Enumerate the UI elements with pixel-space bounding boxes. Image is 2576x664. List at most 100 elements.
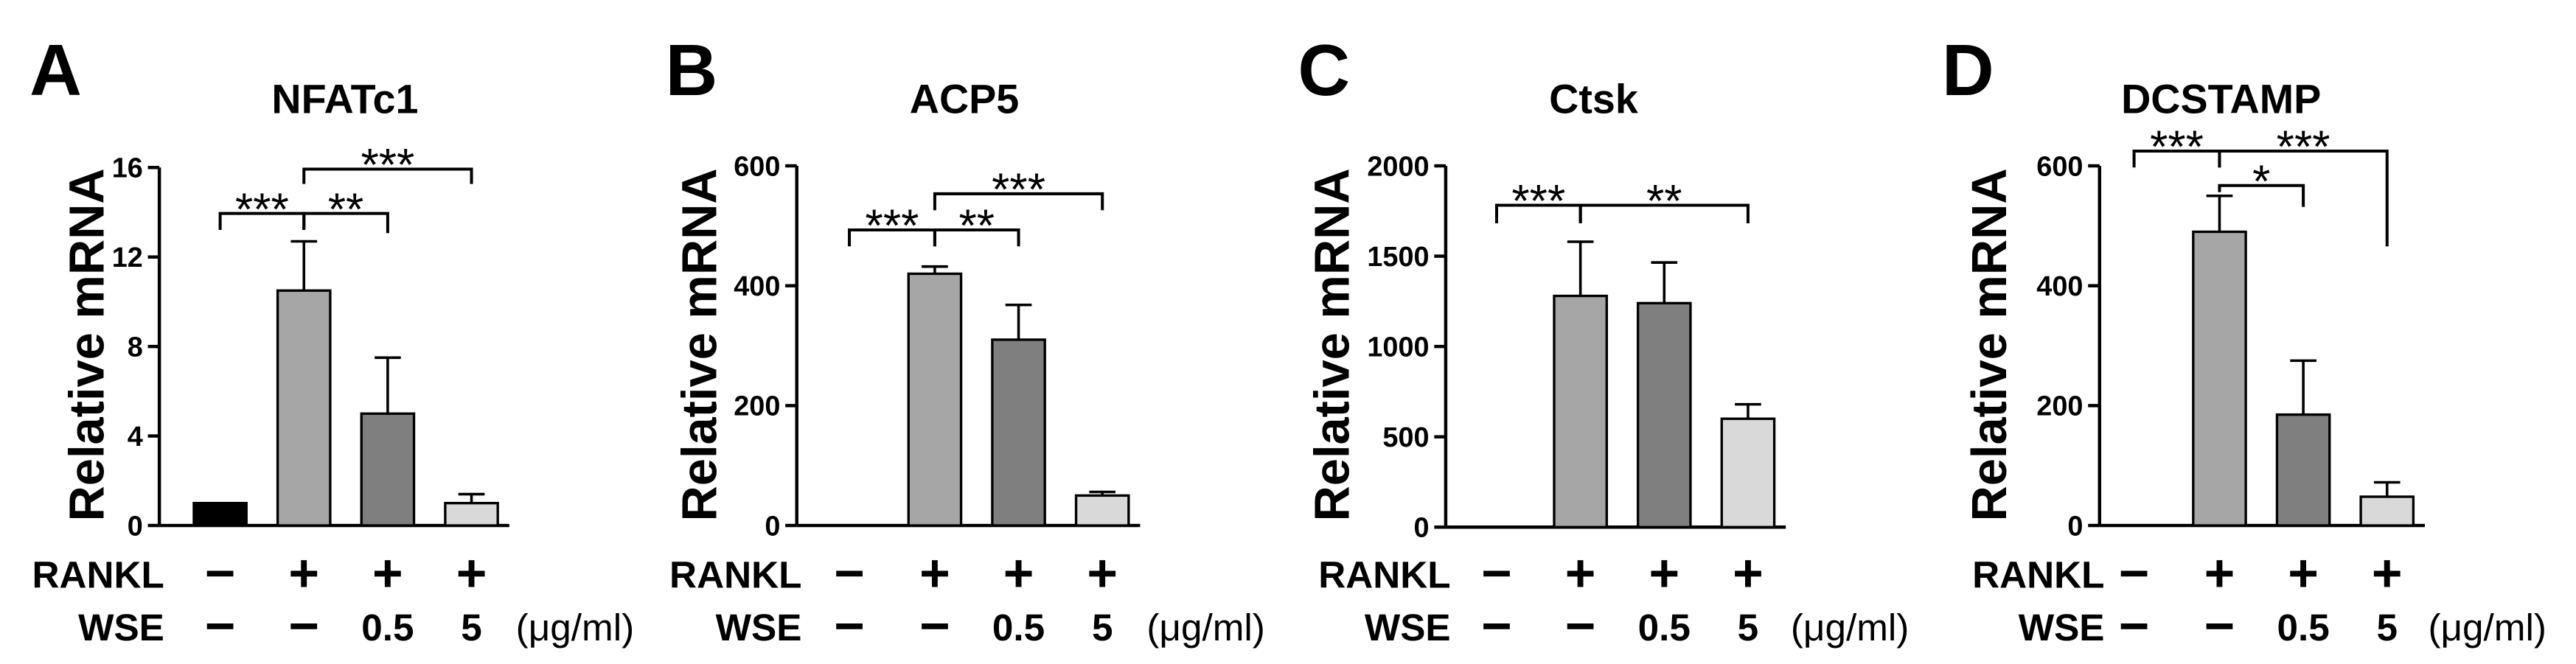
y-tick-label: 0 <box>1414 513 1430 544</box>
bar <box>991 338 1046 527</box>
dose-value: 0.5 <box>2277 607 2329 649</box>
y-tick-label: 16 <box>112 153 143 184</box>
y-axis-label: Relative mRNA <box>1304 168 1360 521</box>
significance-label: *** <box>992 165 1045 216</box>
plus-sign: + <box>372 544 403 603</box>
plus-sign: + <box>919 544 950 603</box>
y-tick-label: 8 <box>128 332 143 363</box>
minus-sign: − <box>288 596 319 655</box>
dose-value: 0.5 <box>1638 607 1691 649</box>
dose-value: 0.5 <box>361 607 414 649</box>
dose-value: 5 <box>1092 607 1113 649</box>
significance-bracket <box>2218 184 2305 207</box>
y-tick-label: 1000 <box>1367 332 1429 363</box>
y-tick-label: 600 <box>2036 151 2083 182</box>
dose-value: 5 <box>2376 607 2398 649</box>
plus-sign: + <box>2204 544 2235 603</box>
chart-title: Ctsk <box>1549 77 1639 122</box>
condition-label-wse: WSE <box>716 607 802 649</box>
plus-sign: + <box>456 544 487 603</box>
bar <box>276 289 332 527</box>
y-axis-label: Relative mRNA <box>59 168 114 521</box>
significance-bracket <box>1578 203 1750 224</box>
chart-title: DCSTAMP <box>2121 77 2321 122</box>
chart-title: NFATc1 <box>271 77 418 122</box>
y-tick-label: 1500 <box>1367 242 1429 273</box>
condition-label-wse: WSE <box>2019 607 2105 649</box>
significance-label: *** <box>361 140 414 191</box>
condition-label-rankl: RANKL <box>32 554 164 596</box>
panel-letter: B <box>665 29 717 111</box>
y-tick-label: 0 <box>2067 511 2083 542</box>
significance-label: * <box>2252 156 2270 207</box>
bar <box>1074 494 1130 527</box>
panel-letter: D <box>1942 29 1994 111</box>
bar <box>1720 417 1776 528</box>
y-tick-label: 500 <box>1382 422 1429 453</box>
bar <box>2192 230 2247 527</box>
y-tick-label: 400 <box>734 271 780 302</box>
y-tick-label: 400 <box>2036 271 2083 302</box>
minus-sign: − <box>205 544 236 603</box>
minus-sign: − <box>1565 596 1596 655</box>
bar <box>1636 301 1692 528</box>
dose-value: 5 <box>461 607 482 649</box>
y-tick-label: 200 <box>2036 391 2083 422</box>
bar <box>1553 294 1608 528</box>
minus-sign: − <box>834 544 865 603</box>
y-axis-label: Relative mRNA <box>1962 168 2017 521</box>
significance-label: ** <box>328 184 364 235</box>
plus-sign: + <box>1649 544 1679 603</box>
unit-label: (μg/ml) <box>1146 607 1264 649</box>
condition-label-wse: WSE <box>78 607 164 649</box>
minus-sign: − <box>1481 544 1512 603</box>
condition-label-rankl: RANKL <box>669 554 801 596</box>
plus-sign: + <box>1733 544 1764 603</box>
bar <box>907 272 963 527</box>
significance-bracket <box>302 212 389 234</box>
y-tick-label: 600 <box>734 151 780 182</box>
significance-label: *** <box>2150 122 2204 173</box>
significance-label: *** <box>866 201 919 252</box>
minus-sign: − <box>2119 596 2150 655</box>
dose-value: 5 <box>1738 607 1759 649</box>
minus-sign: − <box>919 596 950 655</box>
plus-sign: + <box>288 544 319 603</box>
minus-sign: − <box>2204 596 2235 655</box>
panel-letter: A <box>29 29 82 111</box>
y-tick-label: 0 <box>128 511 143 542</box>
significance-label: *** <box>235 184 289 235</box>
bar <box>2275 413 2331 527</box>
y-tick-label: 4 <box>128 422 143 452</box>
condition-label-rankl: RANKL <box>1972 554 2104 596</box>
y-tick-label: 200 <box>734 391 780 422</box>
dose-value: 0.5 <box>992 607 1045 649</box>
panel-letter: C <box>1298 29 1350 111</box>
minus-sign: − <box>1481 596 1512 655</box>
chart-title: ACP5 <box>910 77 1020 122</box>
bar <box>192 502 248 527</box>
plus-sign: + <box>1565 544 1596 603</box>
plus-sign: + <box>1003 544 1034 603</box>
bar <box>360 412 416 527</box>
plus-sign: + <box>1087 544 1118 603</box>
significance-label: *** <box>2277 122 2330 173</box>
y-tick-label: 0 <box>765 511 780 542</box>
unit-label: (μg/ml) <box>1791 607 1909 649</box>
unit-label: (μg/ml) <box>516 607 634 649</box>
y-tick-label: 2000 <box>1367 151 1429 182</box>
minus-sign: − <box>834 596 865 655</box>
minus-sign: − <box>2119 544 2150 603</box>
significance-bracket <box>933 228 1020 247</box>
condition-label-rankl: RANKL <box>1318 554 1450 596</box>
plus-sign: + <box>2288 544 2319 603</box>
plus-sign: + <box>2372 544 2403 603</box>
minus-sign: − <box>205 596 236 655</box>
significance-bracket <box>302 167 473 184</box>
significance-label: *** <box>1511 176 1565 227</box>
